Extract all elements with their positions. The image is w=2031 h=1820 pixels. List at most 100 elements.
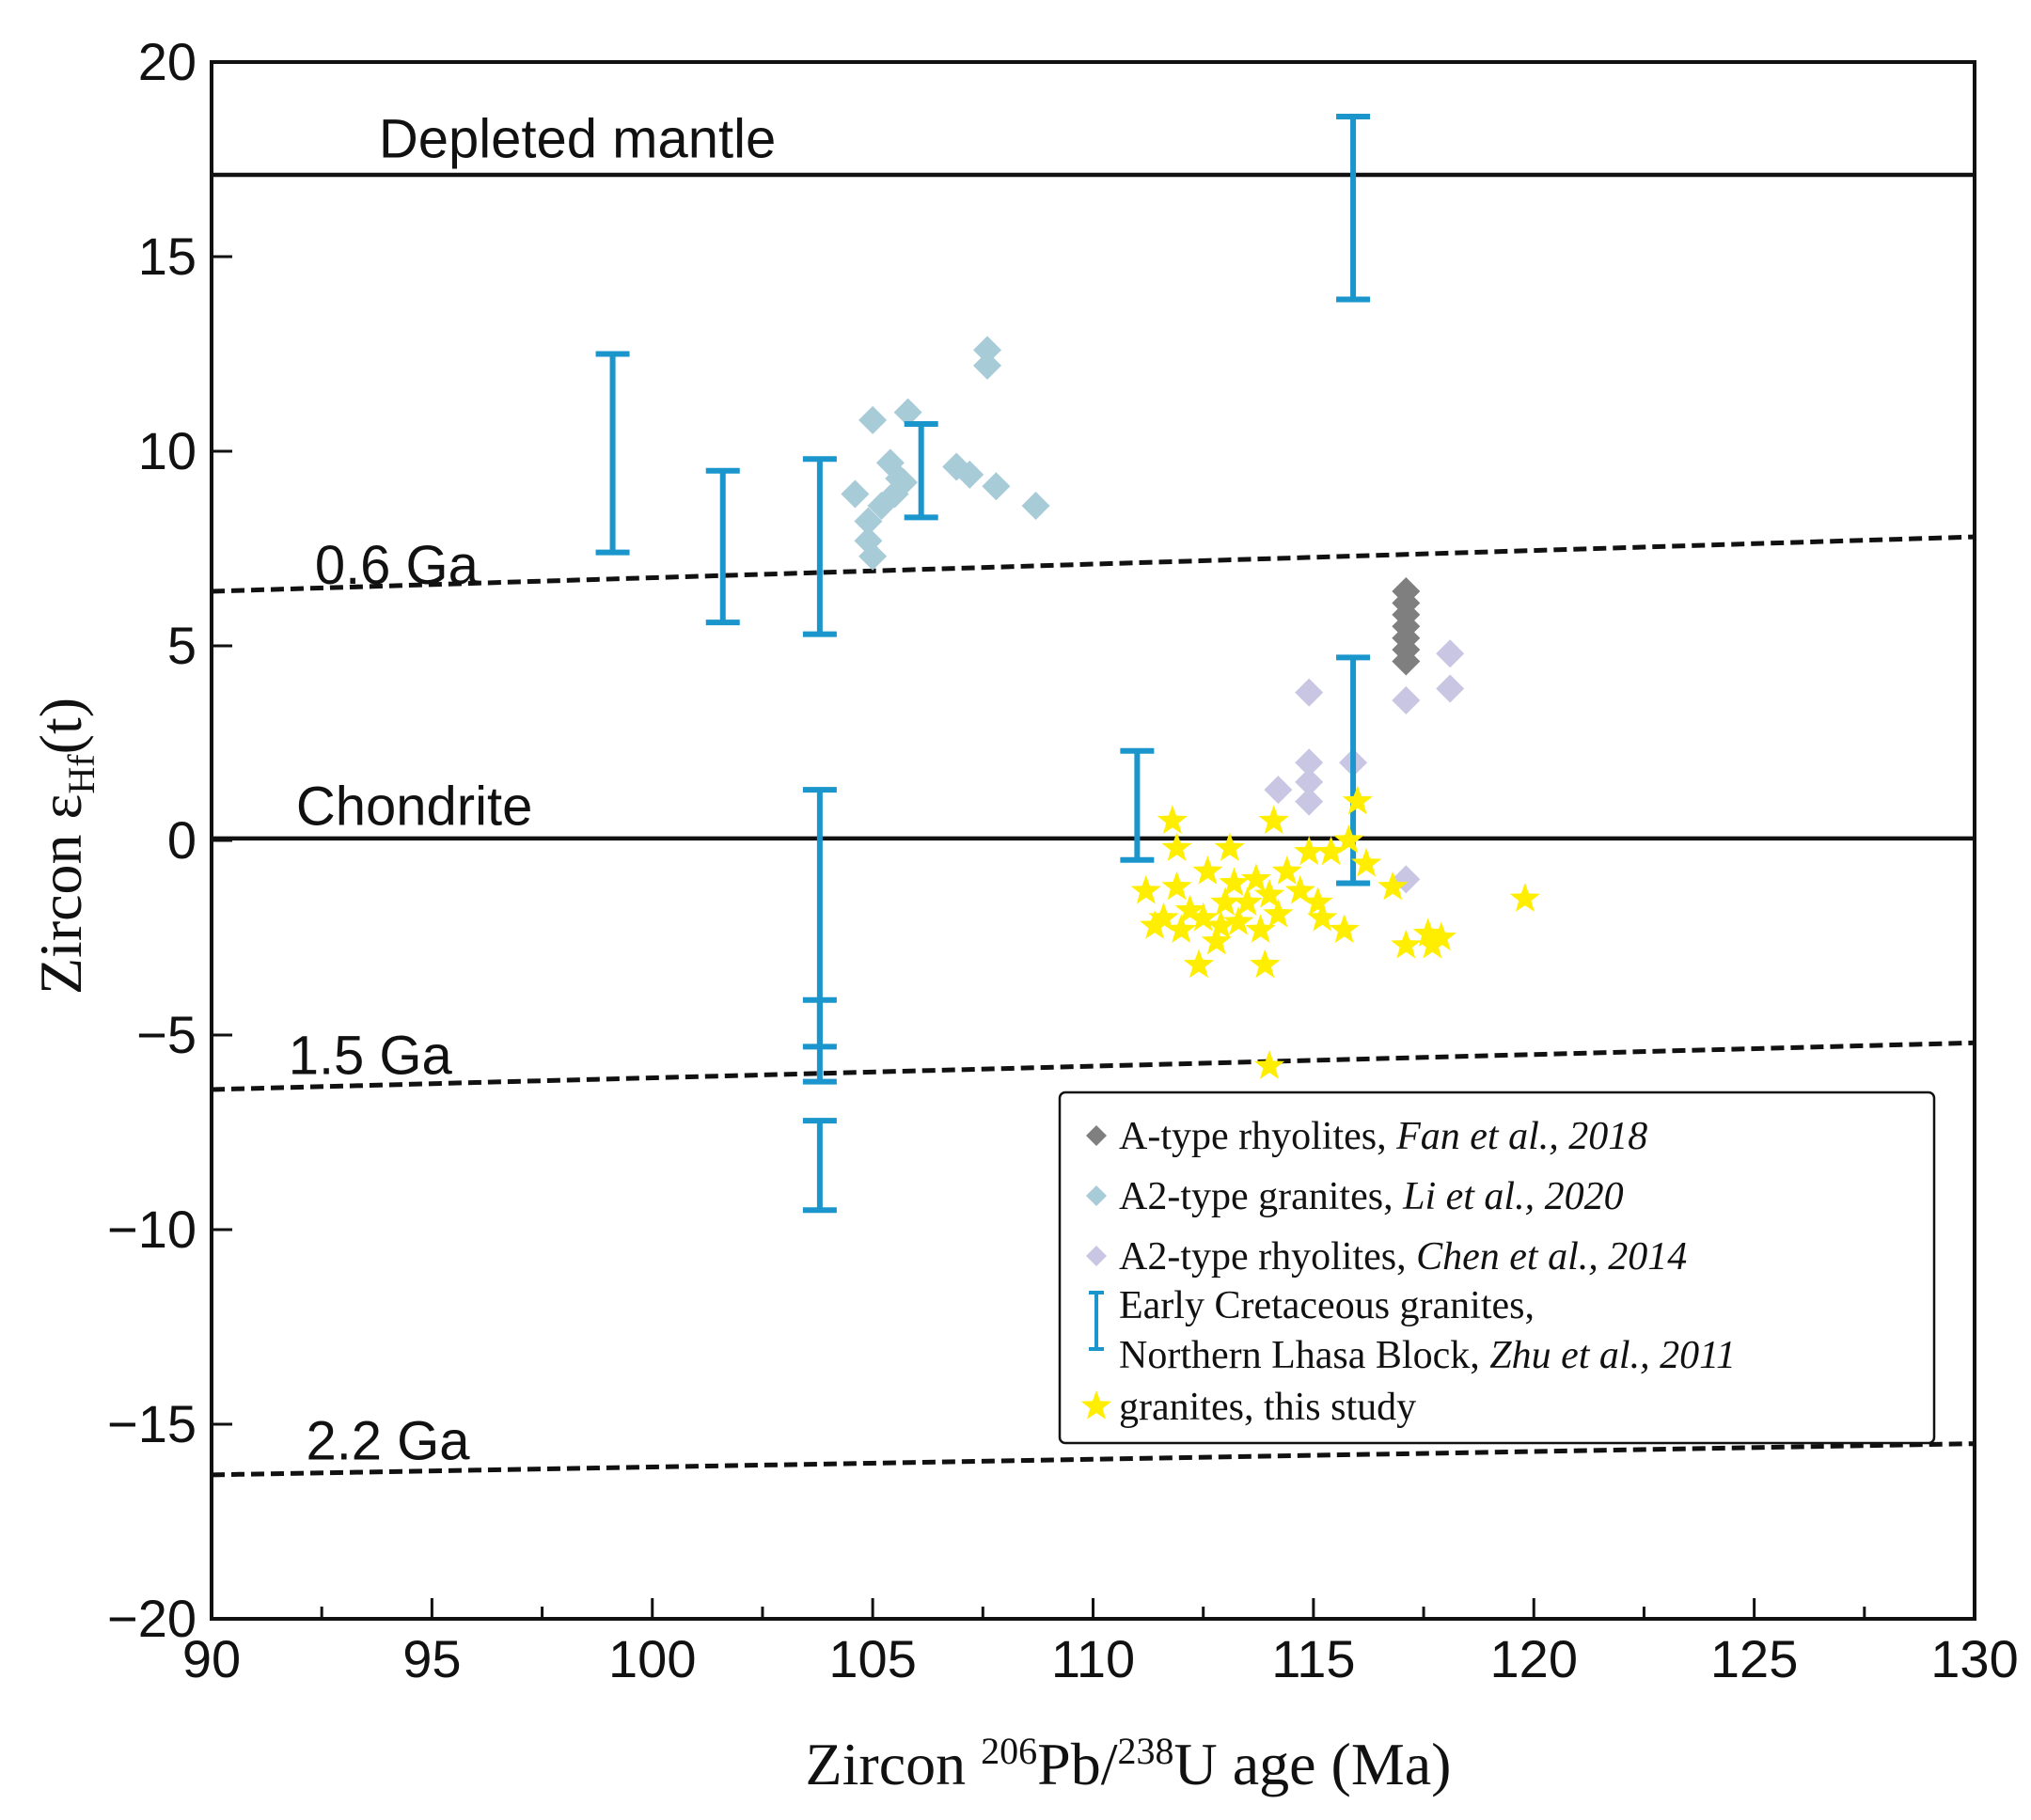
data-point-star <box>1509 883 1540 912</box>
series-early-cretaceous-granites-northern-lhasa-block <box>595 113 1371 1214</box>
data-point-star <box>1271 855 1302 885</box>
data-point-star <box>1284 874 1315 904</box>
data-point-diamond <box>858 541 888 571</box>
data-point-diamond <box>1295 748 1324 777</box>
data-point-star <box>1253 879 1285 908</box>
y-tick-label: −15 <box>107 1394 197 1453</box>
error-bar <box>802 996 837 1050</box>
x-tick-label: 95 <box>402 1629 461 1688</box>
legend-entry-early-cretaceous-line1: Early Cretaceous granites, <box>1119 1284 1535 1327</box>
data-point-star <box>1219 867 1250 897</box>
data-point-diamond <box>854 507 883 536</box>
data-point-star <box>1294 836 1325 866</box>
error-bar <box>595 351 630 556</box>
data-point-star <box>1378 871 1409 901</box>
x-tick-label: 90 <box>182 1629 241 1688</box>
y-tick-label: 5 <box>167 616 197 675</box>
error-bar <box>802 1118 837 1214</box>
data-point-star <box>1188 902 1219 932</box>
data-point-star <box>1245 914 1276 943</box>
data-point-diamond <box>1392 685 1421 714</box>
data-point-star <box>1174 894 1205 924</box>
y-tick-label: 20 <box>138 32 197 91</box>
data-point-star <box>1425 921 1456 951</box>
data-point-star <box>1161 832 1192 861</box>
data-point-star <box>1302 886 1333 916</box>
y-axis-title: Zircon εHf(t) <box>27 698 102 995</box>
legend-marker-star <box>1080 1390 1112 1420</box>
data-point-star <box>1417 929 1448 959</box>
reference-lines <box>211 172 1976 1478</box>
data-point-star <box>1315 836 1346 866</box>
series-granites-this-study <box>1130 785 1540 1079</box>
data-point-star <box>1240 863 1272 893</box>
legend: A-type rhyolites, Fan et al., 2018 A2-ty… <box>1058 1090 1936 1445</box>
error-bar <box>705 467 740 626</box>
data-point-star <box>1329 914 1360 943</box>
y-tick-label: 10 <box>138 421 197 480</box>
data-point-diamond <box>1436 639 1465 668</box>
data-point-star <box>1351 847 1382 877</box>
data-point-star <box>1391 929 1422 959</box>
data-point-star <box>1183 949 1215 979</box>
error-bar <box>1336 113 1371 303</box>
legend-marker-errorbar <box>1089 1291 1104 1351</box>
data-point-diamond <box>1295 678 1324 707</box>
data-point-diamond <box>973 351 1001 380</box>
y-tick-label: −20 <box>107 1589 197 1648</box>
series-layer <box>595 113 1540 1214</box>
data-point-star <box>1157 805 1188 835</box>
legend-marker-diamond <box>1086 1125 1107 1146</box>
y-tick-label: −5 <box>136 1005 197 1064</box>
legend-entry-a-type-rhyolites: A-type rhyolites, Fan et al., 2018 <box>1119 1115 1647 1158</box>
data-point-star <box>1201 925 1232 955</box>
data-point-star <box>1253 1050 1285 1079</box>
y-tick-label: 0 <box>167 810 197 870</box>
data-point-star <box>1307 902 1338 932</box>
reference-label-chondrite: Chondrite <box>296 776 532 837</box>
data-point-star <box>1342 785 1373 815</box>
reference-labels: Depleted mantle Chondrite 0.6 Ga 1.5 Ga 2.2 … <box>289 108 777 1471</box>
legend-markers <box>1080 1125 1112 1420</box>
x-tick-labels: 90 95 100 105 110 115 120 125 130 <box>182 1629 2019 1688</box>
data-point-diamond <box>1295 787 1324 816</box>
data-point-star <box>1140 910 1171 939</box>
data-point-diamond <box>955 460 984 489</box>
data-point-diamond <box>893 398 922 427</box>
data-point-star <box>1148 902 1179 932</box>
data-point-diamond <box>880 479 909 509</box>
y-tick-labels: 20 15 10 5 0 −5 −10 −15 −20 <box>107 32 197 1648</box>
x-tick-label: 100 <box>608 1629 696 1688</box>
data-point-diamond <box>982 472 1011 501</box>
data-point-diamond <box>889 468 918 497</box>
data-point-diamond <box>1436 674 1465 703</box>
axis-ticks <box>210 60 1976 1621</box>
legend-entry-early-cretaceous-line2: Northern Lhasa Block, Zhu et al., 2011 <box>1119 1334 1736 1377</box>
data-point-star <box>1210 886 1241 916</box>
legend-marker-diamond <box>1086 1246 1107 1266</box>
data-point-star <box>1412 918 1443 948</box>
data-point-diamond <box>1264 776 1293 805</box>
reference-line-0-6-ga <box>211 534 1976 594</box>
data-point-star <box>1333 824 1364 854</box>
x-tick-label: 105 <box>828 1629 916 1688</box>
x-tick-label: 110 <box>1051 1629 1135 1688</box>
legend-box <box>1058 1090 1936 1445</box>
legend-marker-diamond <box>1086 1185 1107 1206</box>
data-point-star <box>1166 914 1197 943</box>
reference-line-1-5-ga <box>211 1040 1976 1092</box>
data-point-diamond <box>1295 767 1324 796</box>
data-point-diamond <box>1021 491 1050 520</box>
legend-entry-a2-type-granites: A2-type granites, Li et al., 2020 <box>1119 1175 1624 1218</box>
series-a2-type-granites <box>841 336 1050 571</box>
x-tick-label: 115 <box>1271 1629 1355 1688</box>
x-tick-label: 125 <box>1710 1629 1798 1688</box>
x-tick-label: 130 <box>1930 1629 2018 1688</box>
reference-line-2-2-ga <box>211 1441 1976 1478</box>
x-axis-title: Zircon 206Pb/238U age (Ma) <box>806 1730 1452 1797</box>
series-a2-type-rhyolites <box>1264 639 1465 894</box>
reference-label-1-5-ga: 1.5 Ga <box>289 1025 453 1086</box>
data-point-star <box>1161 871 1192 901</box>
series-a-type-rhyolites <box>1392 577 1421 676</box>
